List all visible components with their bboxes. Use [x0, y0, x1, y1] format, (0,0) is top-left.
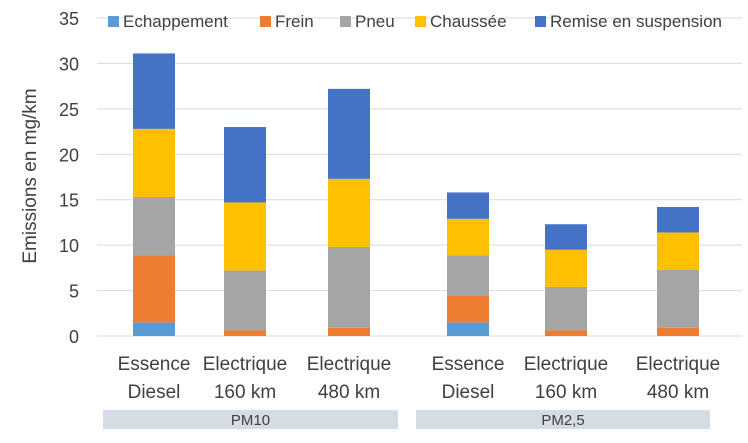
- bar-segment: [328, 327, 370, 336]
- bar-segment: [224, 127, 266, 203]
- x-tick-label-line: Diesel: [128, 382, 181, 403]
- legend-label: Echappement: [123, 12, 228, 31]
- x-tick-label: Essence Diesel: [118, 354, 191, 403]
- legend-label: Pneu: [355, 12, 395, 31]
- bars: [133, 53, 699, 336]
- y-tick-label: 25: [59, 100, 79, 120]
- y-axis-ticks: 0 5 10 15 20 25 30 35: [59, 9, 79, 347]
- bar-segment: [657, 269, 699, 328]
- bar-segment: [328, 246, 370, 328]
- bar-segment: [447, 255, 489, 297]
- bar-segment: [545, 224, 587, 250]
- x-tick-label: Electrique 480 km: [636, 354, 721, 403]
- x-tick-label-line: Electrique: [524, 354, 609, 375]
- bar-segment: [133, 53, 175, 129]
- x-tick-label: Essence Diesel: [432, 354, 505, 403]
- x-tick-label-line: 160 km: [214, 382, 276, 403]
- y-tick-label: 0: [69, 327, 79, 347]
- bar-segment: [133, 322, 175, 336]
- bar-segment: [545, 330, 587, 336]
- bar-segment: [657, 206, 699, 233]
- x-axis-labels: Essence Diesel Electrique 160 km Electrique 4…: [118, 354, 721, 403]
- x-tick-label-line: Essence: [118, 354, 191, 375]
- group-labels: PM10 PM2,5: [103, 410, 710, 429]
- legend-swatch: [535, 16, 546, 27]
- bar-segment: [657, 327, 699, 336]
- legend-swatch: [415, 16, 426, 27]
- legend-label: Frein: [275, 12, 314, 31]
- legend-label: Remise en suspension: [550, 12, 722, 31]
- bar-segment: [224, 270, 266, 331]
- bar-segment: [133, 128, 175, 197]
- gridlines: [97, 17, 742, 337]
- bar-segment: [224, 330, 266, 336]
- legend: Echappement Frein Pneu Chaussée Remise en su…: [108, 12, 722, 31]
- x-tick-label: Electrique 160 km: [203, 354, 288, 403]
- x-tick-label-line: Electrique: [307, 354, 392, 375]
- x-tick-label-line: Electrique: [203, 354, 288, 375]
- bar-segment: [328, 88, 370, 179]
- bar-segment: [133, 255, 175, 323]
- x-tick-label: Electrique 160 km: [524, 354, 609, 403]
- legend-label: Chaussée: [430, 12, 507, 31]
- y-tick-label: 15: [59, 191, 79, 211]
- legend-swatch: [340, 16, 351, 27]
- bar-segment: [545, 286, 587, 331]
- y-tick-label: 30: [59, 54, 79, 74]
- bar-segment: [224, 202, 266, 271]
- bar-segment: [447, 192, 489, 219]
- bar-segment: [447, 218, 489, 256]
- group-label: PM2,5: [541, 412, 584, 429]
- legend-swatch: [260, 16, 271, 27]
- y-tick-label: 20: [59, 145, 79, 165]
- bar-segment: [657, 232, 699, 270]
- bar-segment: [447, 322, 489, 336]
- group-band: [103, 410, 398, 429]
- y-tick-label: 5: [69, 282, 79, 302]
- y-tick-label: 10: [59, 236, 79, 256]
- bar-segment: [133, 196, 175, 256]
- bar-segment: [447, 296, 489, 323]
- x-tick-label-line: 480 km: [318, 382, 380, 403]
- bar-segment: [328, 178, 370, 247]
- x-tick-label-line: Diesel: [442, 382, 495, 403]
- x-tick-label-line: Electrique: [636, 354, 721, 375]
- y-axis-label: Emissions en mg/km: [20, 88, 41, 263]
- x-tick-label-line: 480 km: [647, 382, 709, 403]
- group-label: PM10: [231, 412, 270, 429]
- bar-segment: [545, 249, 587, 287]
- legend-swatch: [108, 16, 119, 27]
- y-tick-label: 35: [59, 9, 79, 29]
- x-tick-label: Electrique 480 km: [307, 354, 392, 403]
- group-band: [416, 410, 710, 429]
- x-tick-label-line: 160 km: [535, 382, 597, 403]
- x-tick-label-line: Essence: [432, 354, 505, 375]
